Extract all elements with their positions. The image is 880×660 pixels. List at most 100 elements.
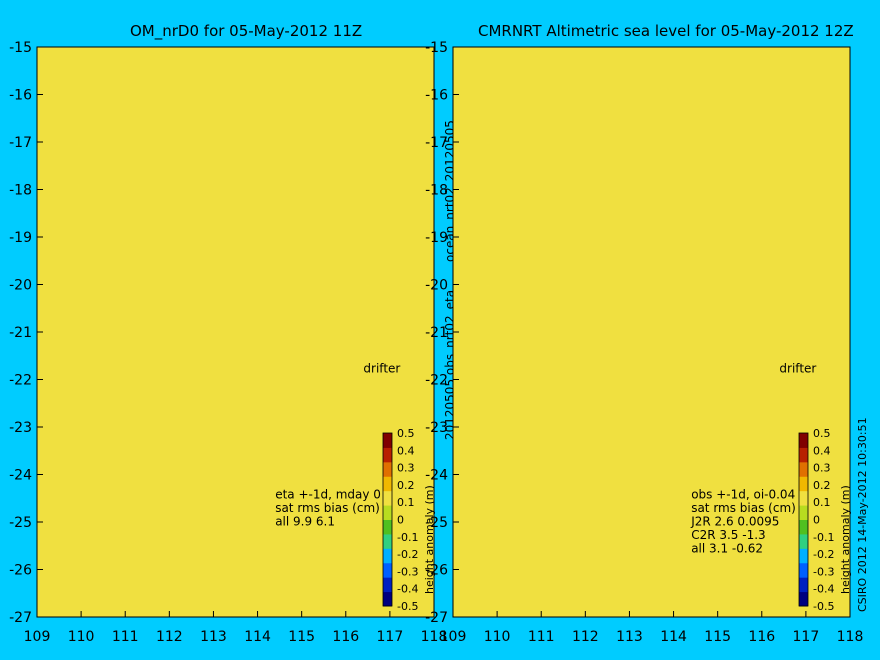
x-tick-label: 116 <box>332 629 359 645</box>
y-tick-label: -25 <box>425 515 448 531</box>
colorbar-swatch <box>383 505 392 520</box>
colorbar-tick-label: 0.2 <box>813 479 831 492</box>
x-tick-label: 114 <box>244 629 271 645</box>
colorbar-tick-label: 0.4 <box>813 444 831 457</box>
y-tick-label: -23 <box>425 420 448 436</box>
y-tick-label: -15 <box>425 40 448 56</box>
y-tick-label: -26 <box>425 563 448 579</box>
y-tick-label: -17 <box>425 135 448 151</box>
y-tick-label: -21 <box>9 325 32 341</box>
x-tick-label: 109 <box>24 629 51 645</box>
colorbar-swatch <box>383 433 392 448</box>
x-tick-label: 116 <box>748 629 775 645</box>
colorbar-tick-label: -0.2 <box>397 548 418 561</box>
x-tick-label: 117 <box>377 629 404 645</box>
colorbar-frame <box>798 432 809 607</box>
colorbar-swatch <box>799 533 808 549</box>
drifter-label: drifter <box>779 361 816 375</box>
stats-line: all 3.1 -0.62 <box>691 541 763 555</box>
colorbar-swatch <box>799 548 808 564</box>
x-tick-label: 111 <box>112 629 139 645</box>
colorbar-tick-label: 0 <box>813 514 820 527</box>
colorbar-swatch <box>383 476 392 492</box>
x-tick-label: 110 <box>68 629 95 645</box>
y-tick-label: -24 <box>425 468 448 484</box>
x-tick-label: 110 <box>484 629 511 645</box>
y-tick-label: -22 <box>9 373 32 389</box>
y-tick-label: -19 <box>425 230 448 246</box>
y-tick-label: -19 <box>9 230 32 246</box>
colorbar-swatch <box>799 433 808 448</box>
colorbar-tick-label: 0.3 <box>813 462 831 475</box>
colorbar-swatch <box>799 447 808 463</box>
y-tick-label: -15 <box>9 40 32 56</box>
y-tick-label: -27 <box>9 610 32 626</box>
colorbar-tick-label: -0.4 <box>397 583 418 596</box>
colorbar-tick-label: 0.5 <box>397 427 415 440</box>
stats-line: C2R 3.5 -1.3 <box>691 528 765 542</box>
colorbar-tick-label: -0.5 <box>813 600 834 613</box>
colorbar-swatch <box>383 447 392 463</box>
colorbar-swatch <box>799 476 808 492</box>
x-tick-label: 112 <box>572 629 599 645</box>
y-tick-label: -16 <box>425 88 448 104</box>
x-tick-label: 118 <box>421 629 448 645</box>
y-tick-label: -22 <box>425 373 448 389</box>
y-tick-label: -18 <box>425 183 448 199</box>
y-tick-label: -16 <box>9 88 32 104</box>
colorbar-swatch <box>383 519 392 535</box>
left-panel-title: OM_nrD0 for 05-May-2012 11Z <box>130 22 363 40</box>
y-tick-label: -23 <box>9 420 32 436</box>
drifter-label: drifter <box>363 361 400 375</box>
x-tick-label: 117 <box>793 629 820 645</box>
y-tick-label: -21 <box>425 325 448 341</box>
y-tick-label: -25 <box>9 515 32 531</box>
y-tick-label: -27 <box>425 610 448 626</box>
colorbar-tick-label: -0.3 <box>813 565 834 578</box>
colorbar-swatch <box>383 562 392 578</box>
colorbar-swatch <box>799 505 808 520</box>
colorbar-label: height anomaly (m) <box>423 485 436 594</box>
colorbar-swatch <box>799 577 808 593</box>
x-tick-label: 115 <box>704 629 731 645</box>
colorbar-swatch <box>383 577 392 593</box>
colorbar-swatch <box>799 461 808 477</box>
x-tick-label: 115 <box>288 629 315 645</box>
y-tick-label: -18 <box>9 183 32 199</box>
x-tick-label: 111 <box>528 629 555 645</box>
colorbar-tick-label: 0.1 <box>813 496 831 509</box>
stats-line: obs +-1d, oi-0.04 <box>691 487 795 501</box>
colorbar-tick-label: 0.2 <box>397 479 415 492</box>
colorbar-swatch <box>799 591 808 607</box>
colorbar-tick-label: 0 <box>397 514 404 527</box>
colorbar-swatch <box>383 461 392 477</box>
sea-level-field <box>453 47 850 617</box>
y-tick-label: -26 <box>9 563 32 579</box>
right-panel-title: CMRNRT Altimetric sea level for 05-May-2… <box>478 22 854 40</box>
y-tick-label: -20 <box>425 278 448 294</box>
colorbar-tick-label: 0.4 <box>397 444 415 457</box>
x-tick-label: 112 <box>156 629 183 645</box>
colorbar-label: height anomaly (m) <box>839 485 852 594</box>
x-tick-label: 114 <box>660 629 687 645</box>
colorbar-tick-label: -0.4 <box>813 583 834 596</box>
sea-level-field <box>37 47 434 617</box>
colorbar-tick-label: -0.5 <box>397 600 418 613</box>
y-tick-label: -17 <box>9 135 32 151</box>
y-tick-label: -24 <box>9 468 32 484</box>
x-tick-label: 113 <box>616 629 643 645</box>
colorbar-swatch <box>799 519 808 535</box>
colorbar-frame <box>382 432 393 607</box>
y-tick-label: -20 <box>9 278 32 294</box>
stats-line: J2R 2.6 0.0095 <box>690 514 779 528</box>
colorbar-swatch <box>799 562 808 578</box>
stats-line: all 9.9 6.1 <box>275 514 335 528</box>
x-tick-label: 113 <box>200 629 227 645</box>
stats-line: sat rms bias (cm) <box>691 501 796 515</box>
stats-line: eta +-1d, mday 0 <box>275 487 381 501</box>
colorbar-tick-label: 0.1 <box>397 496 415 509</box>
colorbar-swatch <box>383 533 392 549</box>
colorbar-swatch <box>383 548 392 564</box>
